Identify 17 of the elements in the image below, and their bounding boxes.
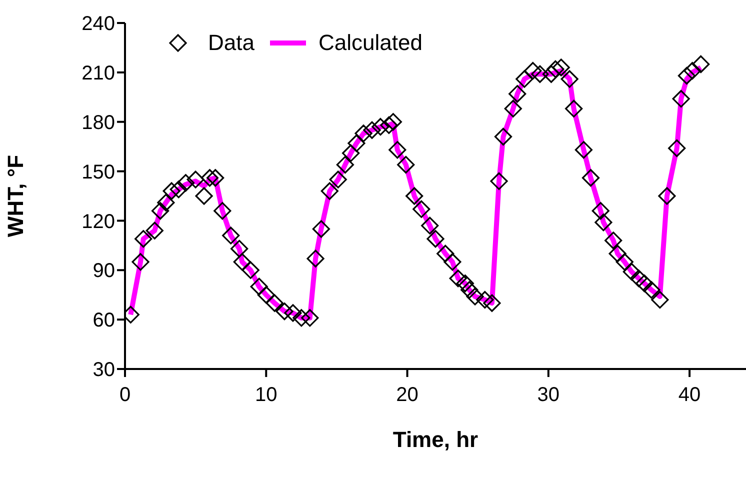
y-tick-label: 240	[82, 13, 115, 36]
y-tick-label: 60	[92, 310, 115, 332]
legend-label: Data	[208, 30, 254, 56]
y-tick-label: 90	[92, 260, 115, 282]
x-tick-label: 10	[255, 384, 278, 406]
x-tick-label: 20	[396, 384, 418, 406]
y-axis-title: WHT, °F	[2, 154, 28, 238]
x-tick-label: 40	[678, 384, 701, 406]
y-tick-label: 210	[82, 62, 115, 85]
y-tick-label: 180	[82, 112, 115, 134]
y-tick-label: 150	[82, 161, 115, 184]
x-axis-title: Time, hr	[392, 427, 479, 452]
x-tick-label: 0	[119, 384, 131, 406]
y-tick-label: 120	[82, 210, 115, 233]
legend-label: Calculated	[318, 30, 422, 56]
y-tick-label: 30	[92, 359, 115, 382]
x-tick-label: 30	[537, 384, 560, 406]
